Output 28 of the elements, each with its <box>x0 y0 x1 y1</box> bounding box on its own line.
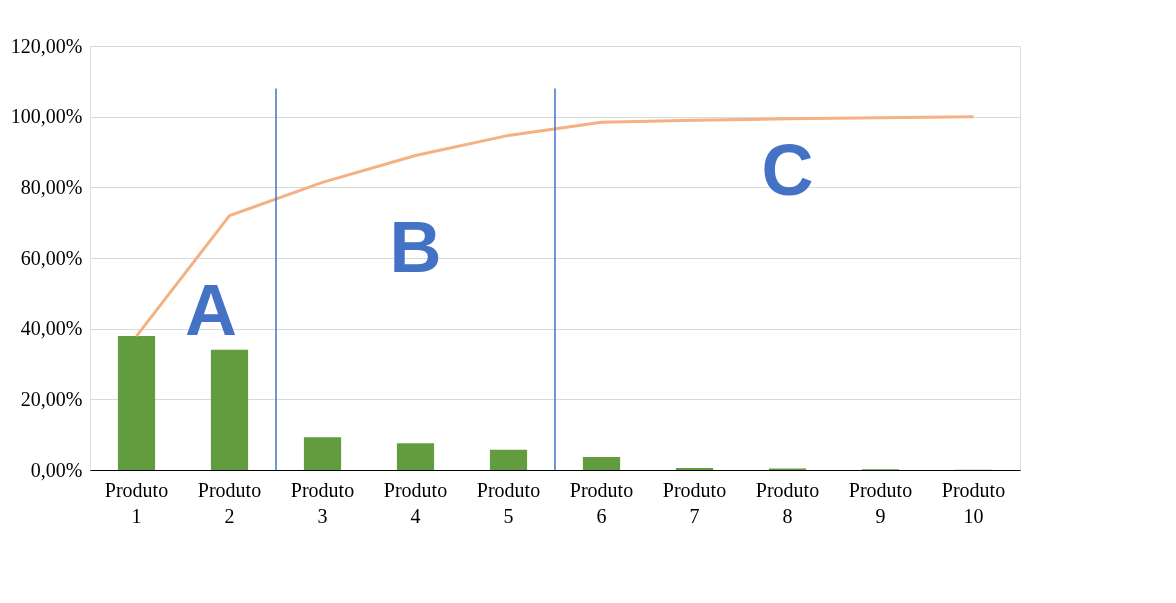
x-tick-label: Produto 7 <box>662 478 727 527</box>
bar <box>117 336 156 470</box>
bar <box>489 449 528 470</box>
bar <box>396 443 435 470</box>
y-tick-label: 60,00% <box>20 246 83 269</box>
y-tick-label: 20,00% <box>20 387 83 410</box>
y-tick-label: 100,00% <box>10 105 83 128</box>
x-tick-label: Produto 4 <box>383 478 448 527</box>
line-series <box>135 115 975 338</box>
x-tick-label: Produto 10 <box>941 478 1006 527</box>
x-tick-label: Produto 2 <box>197 478 262 527</box>
x-tick-label: Produto 1 <box>104 478 169 527</box>
x-tick-label: Produto 8 <box>755 478 820 527</box>
bar <box>303 437 342 470</box>
annotation: B <box>389 206 442 287</box>
y-tick-label: 0,00% <box>30 458 83 481</box>
bar <box>675 467 714 470</box>
bar <box>582 456 621 470</box>
x-tick-label: Produto 6 <box>569 478 634 527</box>
annotation: C <box>761 130 814 211</box>
x-tick-label: Produto 5 <box>476 478 541 527</box>
y-tick-label: 80,00% <box>20 175 83 198</box>
y-tick-label: 120,00% <box>10 34 83 57</box>
y-tick-label: 40,00% <box>20 317 83 340</box>
x-tick-label: Produto 9 <box>848 478 913 527</box>
annotation: A <box>184 270 237 351</box>
x-tick-label: Produto 3 <box>290 478 355 527</box>
bar <box>210 349 249 470</box>
